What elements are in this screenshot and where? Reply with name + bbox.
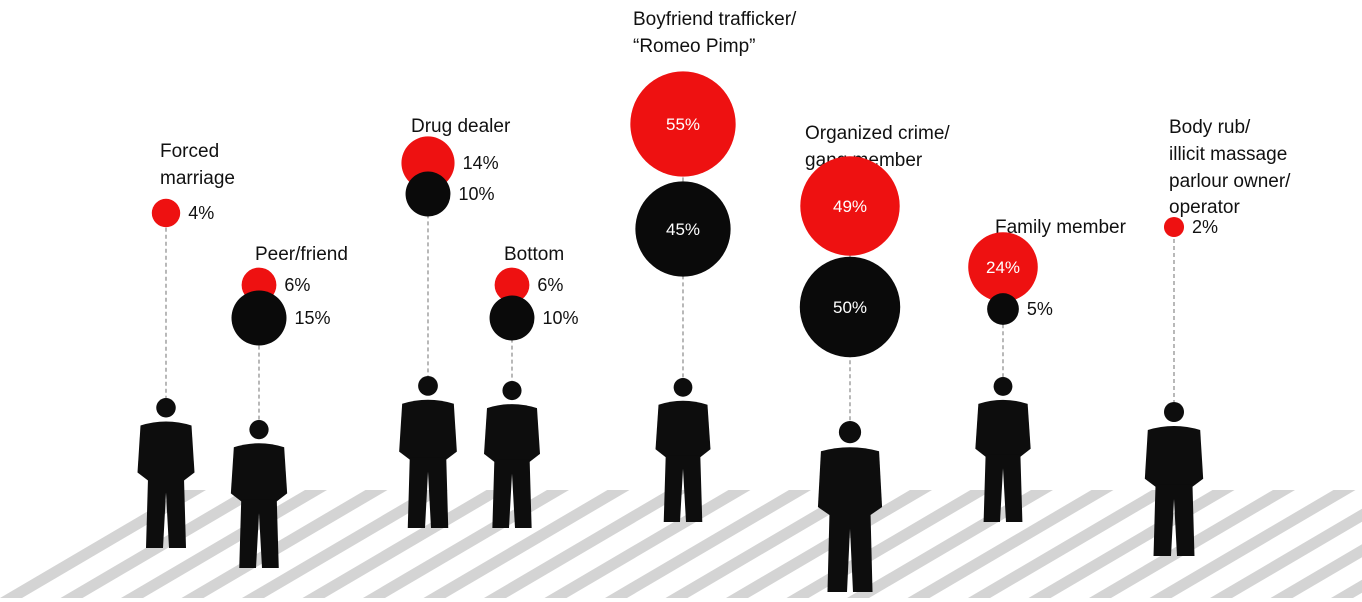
figure-legs xyxy=(239,499,279,568)
silhouettes xyxy=(137,376,1204,592)
category-label: Family member xyxy=(995,217,1127,238)
black-bubble xyxy=(489,295,535,341)
crosswalk-stripe xyxy=(60,490,267,598)
figure-head xyxy=(418,376,438,396)
person-silhouette xyxy=(817,421,883,592)
person-silhouette xyxy=(399,376,457,528)
crosswalk-stripe xyxy=(605,490,811,598)
red-value-label: 2% xyxy=(1192,217,1218,237)
black-value-label: 10% xyxy=(542,308,578,328)
black-bubble xyxy=(635,181,731,277)
crosswalk-stripe xyxy=(847,490,1053,598)
figure-head xyxy=(1163,402,1185,423)
black-value-label: 45% xyxy=(666,220,700,239)
category-label: operator xyxy=(1169,197,1240,218)
figure-head xyxy=(249,420,269,440)
figure-legs xyxy=(663,455,703,522)
crosswalk-stripe xyxy=(423,490,630,598)
figure-legs xyxy=(407,457,449,528)
red-bubble xyxy=(800,156,900,256)
black-value-label: 5% xyxy=(1027,299,1053,319)
figure-legs xyxy=(1153,484,1195,556)
figure-torso xyxy=(137,421,195,481)
red-value-label: 4% xyxy=(188,203,214,223)
crosswalk-stripe xyxy=(181,490,388,598)
red-bubble xyxy=(968,232,1038,302)
person-silhouette xyxy=(137,398,195,548)
figure-legs xyxy=(146,478,186,548)
figure-head xyxy=(993,377,1013,396)
person-silhouette xyxy=(230,420,288,568)
red-value-label: 6% xyxy=(284,275,310,295)
black-bubble xyxy=(231,290,287,346)
crosswalk-stripe xyxy=(1149,490,1356,598)
red-bubble xyxy=(630,71,736,177)
red-bubble xyxy=(1163,216,1185,238)
figure-legs xyxy=(827,513,873,592)
category-label: Peer/friend xyxy=(255,244,348,265)
category-label: Boyfriend trafficker/ xyxy=(633,9,797,30)
figure-head xyxy=(156,398,176,418)
crosswalk-stripe xyxy=(1210,508,1362,598)
black-value-label: 50% xyxy=(833,298,867,317)
category-label: Body rub/ xyxy=(1169,117,1251,138)
figure-torso xyxy=(399,399,457,460)
category-label: Drug dealer xyxy=(411,116,511,137)
red-value-label: 6% xyxy=(537,275,563,295)
crosswalk-stripe xyxy=(1270,544,1362,598)
black-bubble xyxy=(405,171,451,217)
person-silhouette xyxy=(1144,402,1204,556)
crosswalk-stripe xyxy=(484,490,690,598)
red-bubble xyxy=(151,198,181,228)
figure-torso xyxy=(484,404,540,462)
figure-torso xyxy=(230,443,288,502)
black-value-label: 10% xyxy=(458,184,494,204)
figure-head xyxy=(838,421,862,444)
figure-head xyxy=(673,378,693,397)
category-label: Bottom xyxy=(504,244,564,265)
figure-legs xyxy=(492,459,532,528)
black-value-label: 15% xyxy=(294,308,330,328)
category-label: Organized crime/ xyxy=(805,123,950,144)
category-label: Forced xyxy=(160,141,219,162)
person-silhouette xyxy=(975,377,1031,522)
black-bubble xyxy=(987,293,1019,325)
red-value-label: 55% xyxy=(666,115,700,134)
person-silhouette xyxy=(655,378,711,522)
category-label: parlour owner/ xyxy=(1169,171,1291,192)
category-label: “Romeo Pimp” xyxy=(633,36,755,57)
figure-torso xyxy=(655,400,711,458)
black-bubble xyxy=(799,256,901,358)
crosswalk-stripe xyxy=(968,490,1174,598)
red-bubble xyxy=(494,267,530,303)
red-value-label: 14% xyxy=(463,153,499,173)
category-label: illicit massage xyxy=(1169,144,1287,165)
figure-torso xyxy=(817,447,883,516)
crosswalk-stripe xyxy=(907,490,1114,598)
red-value-label: 49% xyxy=(833,197,867,216)
crosswalk-stripe xyxy=(1331,579,1362,598)
person-silhouette xyxy=(484,381,540,528)
red-value-label: 24% xyxy=(986,258,1020,277)
figure-legs xyxy=(983,454,1023,522)
chart-marks: Forced marriage 4% Peer/friend 6% 15% Drug dea… xyxy=(151,9,1291,358)
figure-torso xyxy=(975,399,1031,457)
figure-torso xyxy=(1144,426,1204,487)
crosswalk-stripe xyxy=(302,490,509,598)
figure-head xyxy=(502,381,522,401)
category-label: marriage xyxy=(160,168,235,189)
crosswalk-stripe xyxy=(242,490,448,598)
crosswalk-stripe xyxy=(665,490,872,598)
